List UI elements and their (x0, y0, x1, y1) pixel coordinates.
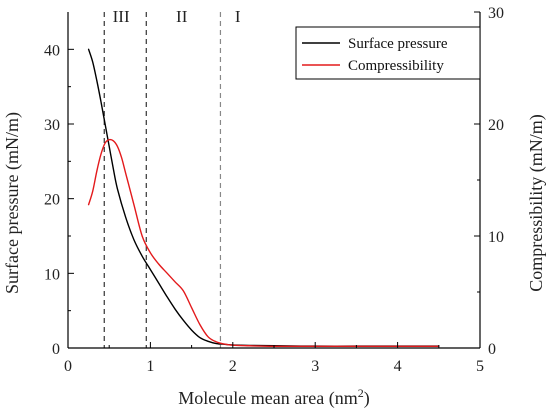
right-y-tick-label: 30 (488, 5, 504, 22)
series-line-surface-pressure (87, 48, 440, 347)
series-layer (87, 48, 440, 348)
x-tick-label: 0 (64, 358, 72, 375)
left-y-axis-title: Surface pressure (mN/m) (2, 112, 23, 294)
x-tick-label: 3 (311, 358, 319, 375)
legend-box (295, 26, 481, 80)
right-y-tick-label: 10 (488, 229, 504, 246)
right-y-tick-label: 20 (488, 117, 504, 134)
x-tick-label: 2 (229, 358, 237, 375)
region-label-i: I (235, 7, 241, 26)
x-tick-label: 1 (146, 358, 154, 375)
legend-label-surface-pressure: Surface pressure (348, 36, 448, 52)
x-tick-label: 5 (476, 358, 484, 375)
x-axis-title-superscript: 2 (358, 386, 364, 400)
right-y-axis-title: Compressibility (mN/m) (526, 114, 547, 292)
left-y-tick-label: 30 (44, 117, 60, 134)
left-y-tick-label: 10 (44, 266, 60, 283)
x-axis-title-main: Molecule mean area (nm (178, 388, 357, 409)
region-label-iii: III (113, 7, 130, 26)
region-label-ii: II (176, 7, 188, 26)
legend-label-compressibility: Compressibility (348, 58, 444, 74)
region-layer: III II I (103, 7, 241, 348)
x-tick-label: 4 (394, 358, 402, 375)
left-y-tick-label: 40 (44, 42, 60, 59)
x-axis-title: Molecule mean area (nm2) (178, 386, 369, 409)
legend: Surface pressure Compressibility (295, 26, 481, 80)
series-line-compressibility (87, 138, 440, 348)
left-y-tick-label: 20 (44, 192, 60, 209)
x-axis-title-close: ) (364, 388, 370, 409)
left-y-tick-label: 0 (52, 341, 60, 358)
right-y-tick-label: 0 (488, 341, 496, 358)
